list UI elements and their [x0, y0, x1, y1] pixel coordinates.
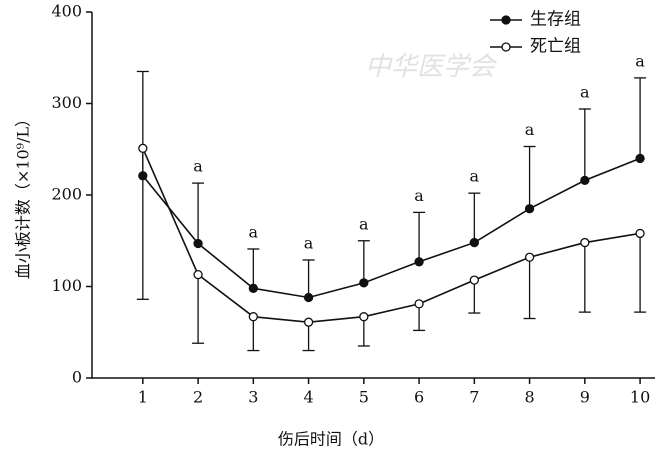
point	[303, 292, 314, 303]
y-tick-label: 200	[51, 185, 82, 204]
annotation: a	[635, 51, 645, 70]
point	[580, 237, 590, 248]
x-tick-label: 4	[303, 388, 313, 407]
legend-marker	[501, 15, 511, 25]
watermark: 中华医学会	[365, 52, 498, 82]
x-tick-label: 7	[469, 388, 479, 407]
error-bar	[413, 211, 426, 262]
x-tick-label: 2	[193, 388, 203, 407]
annotation: a	[193, 157, 203, 176]
y-axis-label: 血小板计数（×10⁹/L）	[14, 111, 33, 279]
error-bar	[357, 316, 370, 347]
error-bar	[302, 259, 315, 298]
point	[193, 238, 203, 249]
x-axis-label: 伤后时间（d）	[278, 430, 384, 449]
error-bar	[136, 148, 149, 300]
legend-label: 生存组	[530, 10, 581, 30]
error-bar	[468, 192, 481, 243]
x-tick-label: 3	[248, 388, 258, 407]
point	[635, 228, 645, 239]
point	[303, 317, 314, 327]
point	[359, 312, 369, 322]
error-bar	[192, 182, 205, 244]
error-bar	[247, 248, 260, 289]
error-bar	[302, 322, 315, 352]
annotation: a	[304, 233, 314, 252]
point	[359, 278, 369, 288]
error-bar	[578, 108, 591, 181]
point	[524, 252, 535, 262]
x-tick-label: 8	[524, 388, 534, 407]
x-tick-label: 1	[138, 388, 148, 407]
error-bar	[523, 257, 536, 320]
y-tick-label: 300	[51, 93, 82, 112]
point	[469, 275, 479, 285]
x-tick-label: 10	[630, 388, 650, 407]
error-bar	[247, 316, 260, 352]
x-tick-label: 5	[359, 388, 369, 407]
point	[414, 299, 424, 309]
y-tick-label: 100	[51, 276, 82, 295]
point	[193, 269, 203, 280]
annotation: a	[249, 222, 259, 241]
point	[469, 237, 479, 248]
error-bar	[634, 77, 647, 159]
error-bar	[523, 145, 536, 209]
y-tick-label: 400	[51, 2, 82, 21]
y-tick-label: 0	[72, 368, 82, 387]
error-bar	[578, 242, 591, 313]
point	[414, 257, 424, 267]
error-bar	[468, 280, 481, 314]
point	[138, 143, 148, 153]
point	[580, 175, 590, 186]
legend-label: 死亡组	[530, 37, 581, 57]
error-bar	[634, 233, 647, 313]
annotation: a	[359, 214, 369, 233]
point	[635, 153, 645, 164]
series-line	[142, 157, 641, 299]
annotation: a	[414, 186, 424, 205]
error-bar	[192, 274, 205, 344]
x-tick-label: 6	[414, 388, 424, 407]
legend-marker	[501, 42, 511, 52]
annotation: a	[470, 167, 480, 186]
point	[248, 283, 258, 293]
x-tick-label: 9	[580, 388, 590, 407]
error-bar	[357, 240, 370, 283]
point	[248, 312, 258, 322]
point	[524, 204, 535, 214]
annotation: a	[525, 120, 535, 139]
series-line	[142, 148, 641, 323]
annotation: a	[580, 82, 590, 101]
